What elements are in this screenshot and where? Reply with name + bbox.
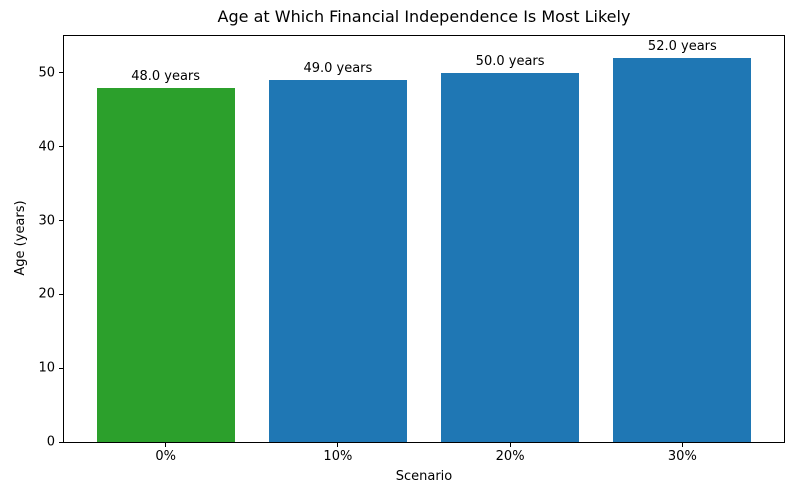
- y-axis-label: Age (years): [13, 200, 28, 276]
- y-tick-mark: [59, 441, 63, 443]
- x-tick-label: 0%: [155, 449, 176, 464]
- bar: [96, 87, 235, 442]
- bar: [613, 58, 752, 442]
- x-tick-label: 30%: [667, 449, 697, 464]
- x-tick-mark: [509, 443, 511, 447]
- y-tick-mark: [59, 293, 63, 295]
- x-tick-label: 20%: [495, 449, 525, 464]
- bar: [441, 72, 580, 442]
- y-tick-label: 20: [38, 286, 55, 302]
- plot-area: 0 10 20 30 40 50 48.0 years 0% 49.0 years 10% 50.0…: [38, 35, 785, 464]
- bar-value-label: 52.0 years: [647, 39, 717, 55]
- y-tick-label: 50: [38, 65, 55, 81]
- y-tick-label: 10: [38, 360, 55, 376]
- chart-title: Age at Which Financial Independence Is M…: [217, 7, 631, 26]
- y-tick-label: 40: [38, 139, 55, 155]
- x-tick-label: 10%: [323, 449, 353, 464]
- y-tick-label: 30: [38, 213, 55, 229]
- bar-value-label: 48.0 years: [131, 68, 201, 84]
- y-tick-mark: [59, 72, 63, 74]
- bar-value-label: 49.0 years: [303, 61, 373, 77]
- y-tick-mark: [59, 367, 63, 369]
- y-tick-mark: [59, 220, 63, 222]
- y-tick-label: 0: [46, 434, 55, 450]
- bar-value-label: 50.0 years: [475, 53, 545, 69]
- x-axis-label: Scenario: [395, 469, 453, 484]
- x-tick-mark: [165, 443, 167, 447]
- bar: [268, 80, 407, 442]
- x-tick-mark: [681, 443, 683, 447]
- y-tick-mark: [59, 146, 63, 148]
- x-tick-mark: [337, 443, 339, 447]
